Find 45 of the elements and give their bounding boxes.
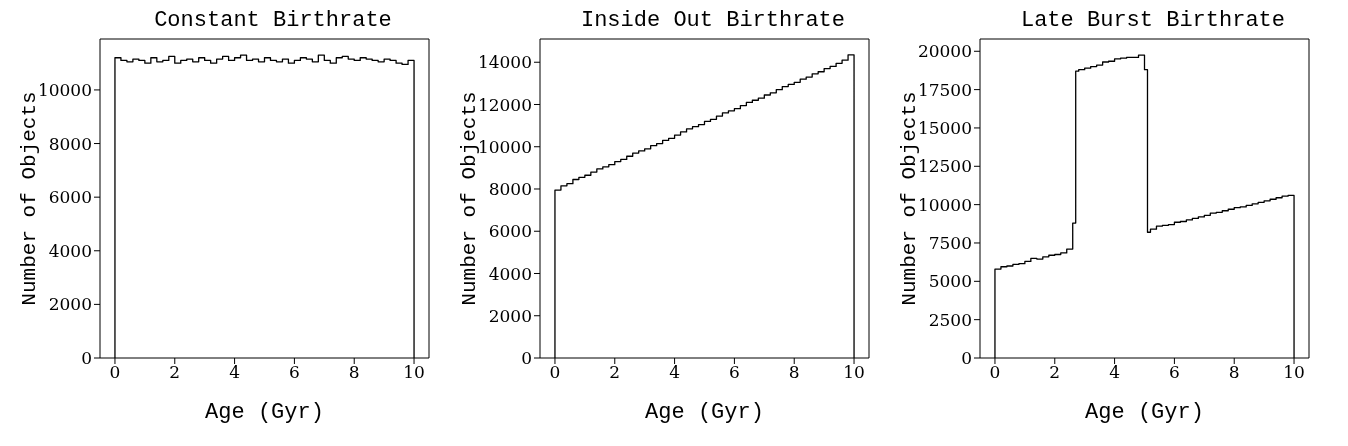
y-tick-label: 4000 <box>48 240 92 261</box>
y-tick-label: 15000 <box>917 117 972 138</box>
chart-title: Constant Birthrate <box>153 8 393 33</box>
x-tick-label: 8 <box>348 362 360 383</box>
x-tick-label: 2 <box>1049 362 1061 383</box>
x-tick-label: 2 <box>169 362 181 383</box>
y-tick-label: 4000 <box>488 263 532 284</box>
x-tick-label: 6 <box>289 362 300 383</box>
x-tick-label: 2 <box>609 362 621 383</box>
x-tick-label: 6 <box>728 362 740 383</box>
y-tick-label: 12500 <box>917 156 972 177</box>
y-tick-label: 17500 <box>917 79 972 100</box>
chart-title: Late Burst Birthrate <box>1019 8 1286 33</box>
x-axis-title: Age (Gyr) <box>1085 400 1204 425</box>
x-tick-label: 0 <box>549 362 561 383</box>
y-tick-label: 5000 <box>928 271 972 292</box>
x-axis-title: Age (Gyr) <box>645 400 764 425</box>
y-tick-label: 12000 <box>477 94 532 115</box>
x-tick-label: 6 <box>1168 362 1180 383</box>
y-tick-label: 10000 <box>917 194 972 215</box>
y-tick-label: 8000 <box>488 179 532 200</box>
chart-title: Inside Out Birthrate <box>579 8 846 33</box>
x-tick-label: 4 <box>1109 362 1121 383</box>
y-tick-label: 6000 <box>48 187 92 208</box>
y-tick-label: 20000 <box>917 41 972 62</box>
x-tick-label: 4 <box>229 362 240 383</box>
y-tick-label: 0 <box>81 348 92 369</box>
y-tick-label: 6000 <box>488 221 532 242</box>
x-tick-label: 10 <box>403 362 425 383</box>
y-tick-label: 0 <box>521 348 532 369</box>
x-tick-label: 0 <box>989 362 1001 383</box>
y-tick-label: 0 <box>961 348 972 369</box>
x-tick-label: 8 <box>1228 362 1240 383</box>
x-tick-label: 10 <box>1283 362 1305 383</box>
x-tick-label: 10 <box>843 362 865 383</box>
x-axis-title: Age (Gyr) <box>205 400 324 425</box>
x-tick-label: 8 <box>788 362 800 383</box>
y-tick-label: 8000 <box>48 133 92 154</box>
y-tick-label: 2500 <box>928 309 972 330</box>
y-tick-label: 2000 <box>488 305 532 326</box>
y-tick-label: 7500 <box>928 233 972 254</box>
x-tick-label: 4 <box>669 362 681 383</box>
x-tick-label: 0 <box>109 362 121 383</box>
y-tick-label: 2000 <box>48 294 92 315</box>
y-tick-label: 14000 <box>477 52 532 73</box>
